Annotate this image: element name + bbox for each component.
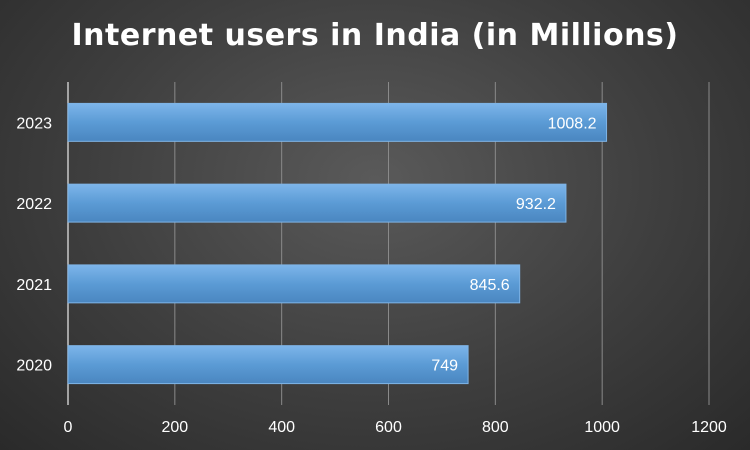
x-tick-label: 1000 (584, 419, 620, 436)
y-tick-label: 2021 (16, 277, 52, 294)
x-tick-label: 800 (482, 419, 509, 436)
data-label: 749 (431, 358, 458, 375)
data-label: 932.2 (516, 196, 556, 213)
bar-2021 (67, 264, 521, 304)
x-tick-label: 600 (375, 419, 402, 436)
bar-2020 (67, 345, 469, 385)
y-tick-label: 2022 (16, 196, 52, 213)
x-tick-label: 200 (161, 419, 188, 436)
y-tick-label: 2023 (16, 115, 52, 132)
bar-2023 (67, 102, 608, 142)
x-tick-label: 1200 (691, 419, 727, 436)
y-tick-label: 2020 (16, 358, 52, 375)
x-tick-label: 0 (64, 419, 73, 436)
bar-2022 (67, 183, 567, 223)
data-label: 1008.2 (548, 115, 597, 132)
chart-title: Internet users in India (in Millions) (71, 18, 679, 53)
x-tick-label: 400 (268, 419, 295, 436)
data-label: 845.6 (470, 277, 510, 294)
